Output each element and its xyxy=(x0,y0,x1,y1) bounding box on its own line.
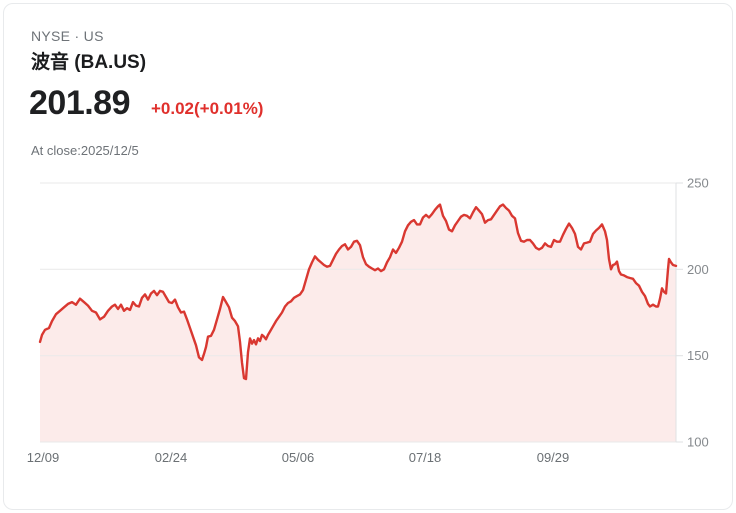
x-axis-label: 02/24 xyxy=(155,450,188,465)
x-axis-label: 07/18 xyxy=(409,450,442,465)
price-line xyxy=(38,203,678,381)
price-area-fill xyxy=(40,204,676,442)
x-axis-label: 12/09 xyxy=(27,450,60,465)
last-price: 201.89 xyxy=(29,84,131,122)
market-label: NYSE · US xyxy=(31,28,104,44)
y-axis-label: 200 xyxy=(687,262,709,277)
price-change: +0.02(+0.01%) xyxy=(151,99,264,118)
stock-title: 波音 (BA.US) xyxy=(31,52,147,73)
y-axis-label: 250 xyxy=(687,176,709,191)
y-axis-label: 100 xyxy=(687,435,709,450)
y-axis-label: 150 xyxy=(687,348,709,363)
as-of-timestamp: At close:2025/12/5 xyxy=(31,143,139,158)
x-axis-label: 09/29 xyxy=(537,450,570,465)
x-axis-label: 05/06 xyxy=(282,450,315,465)
